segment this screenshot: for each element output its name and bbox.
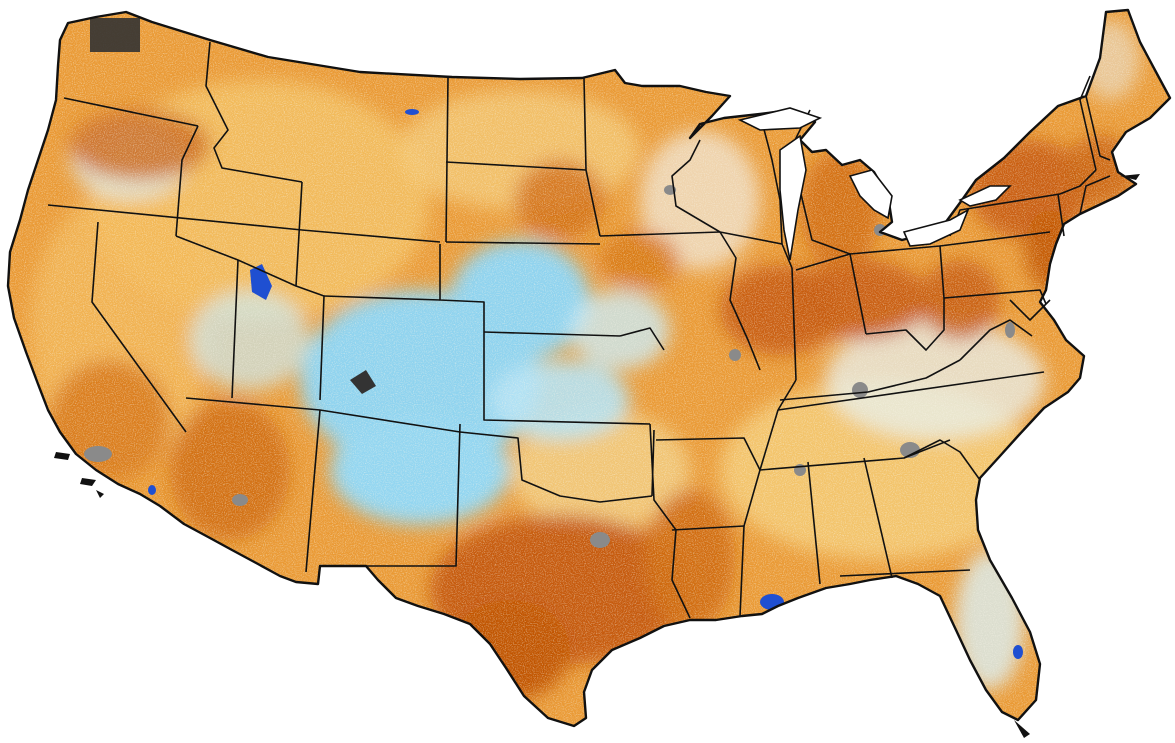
coastal-islands <box>54 174 1140 738</box>
great-lakes <box>737 107 1012 261</box>
state-boundaries <box>47 41 1111 619</box>
